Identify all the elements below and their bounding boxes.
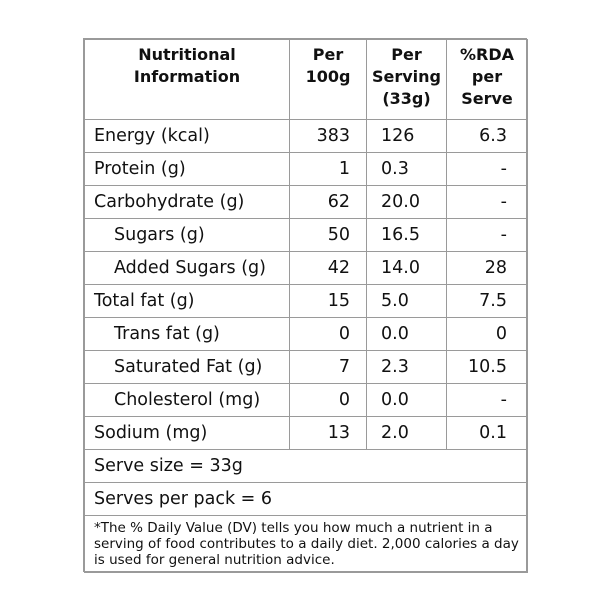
serve-size: Serve size = 33g <box>84 449 528 483</box>
rda-value: - <box>446 185 528 219</box>
table-row: Energy (kcal) 383 126 6.3 <box>84 119 528 153</box>
serve-size-row: Serve size = 33g <box>84 449 528 483</box>
per-100g-value: 42 <box>289 251 367 285</box>
per-100g-value: 62 <box>289 185 367 219</box>
per-serving-value: 2.0 <box>366 416 447 450</box>
rda-value: 0.1 <box>446 416 528 450</box>
rda-value: 28 <box>446 251 528 285</box>
per-100g-value: 13 <box>289 416 367 450</box>
per-100g-value: 0 <box>289 317 367 351</box>
per-serving-value: 0.0 <box>366 317 447 351</box>
rda-value: 10.5 <box>446 350 528 384</box>
nutrient-label: Carbohydrate (g) <box>84 185 290 219</box>
header-line: per <box>471 67 503 86</box>
table-row: Added Sugars (g) 42 14.0 28 <box>84 251 528 285</box>
header-line: Serve <box>461 89 513 108</box>
nutrition-facts-panel: Nutritional Information Per 100g Per Ser… <box>83 38 528 573</box>
per-serving-value: 5.0 <box>366 284 447 318</box>
per-serving-value: 0.0 <box>366 383 447 417</box>
per-100g-value: 383 <box>289 119 367 153</box>
footnote: *The % Daily Value (DV) tells you how mu… <box>84 515 528 573</box>
per-100g-value: 7 <box>289 350 367 384</box>
header-row: Nutritional Information Per 100g Per Ser… <box>84 39 528 120</box>
header-line: Per <box>391 45 422 64</box>
serves-per-pack-row: Serves per pack = 6 <box>84 482 528 516</box>
nutrient-label: Sodium (mg) <box>84 416 290 450</box>
nutrient-label: Energy (kcal) <box>84 119 290 153</box>
nutrient-label: Added Sugars (g) <box>84 251 290 285</box>
header-rda-per-serve: %RDA per Serve <box>446 39 528 120</box>
per-serving-value: 16.5 <box>366 218 447 252</box>
header-line: 100g <box>305 67 351 86</box>
per-serving-value: 20.0 <box>366 185 447 219</box>
table-row: Total fat (g) 15 5.0 7.5 <box>84 284 528 318</box>
table-row: Trans fat (g) 0 0.0 0 <box>84 317 528 351</box>
per-serving-value: 0.3 <box>366 152 447 186</box>
nutrient-label: Protein (g) <box>84 152 290 186</box>
rda-value: 0 <box>446 317 528 351</box>
header-nutritional-information: Nutritional Information <box>84 39 290 120</box>
nutrient-label: Trans fat (g) <box>84 317 290 351</box>
nutrient-label: Total fat (g) <box>84 284 290 318</box>
per-serving-value: 14.0 <box>366 251 447 285</box>
per-100g-value: 1 <box>289 152 367 186</box>
footnote-row: *The % Daily Value (DV) tells you how mu… <box>84 515 528 573</box>
header-line: Per <box>312 45 344 64</box>
header-per-serving: Per Serving (33g) <box>366 39 447 120</box>
rda-value: 7.5 <box>446 284 528 318</box>
per-100g-value: 0 <box>289 383 367 417</box>
header-line: Serving <box>371 67 442 86</box>
nutrient-label: Saturated Fat (g) <box>84 350 290 384</box>
nutrition-table: Nutritional Information Per 100g Per Ser… <box>84 39 528 573</box>
serves-per-pack: Serves per pack = 6 <box>84 482 528 516</box>
rda-value: - <box>446 218 528 252</box>
per-serving-value: 126 <box>366 119 447 153</box>
table-row: Carbohydrate (g) 62 20.0- <box>84 185 528 219</box>
table-row: Sugars (g) 50 16.5- <box>84 218 528 252</box>
per-100g-value: 50 <box>289 218 367 252</box>
table-row: Cholesterol (mg) 0 0.0- <box>84 383 528 417</box>
per-100g-value: 15 <box>289 284 367 318</box>
nutrient-label: Sugars (g) <box>84 218 290 252</box>
header-line: (33g) <box>382 89 431 108</box>
per-serving-value: 2.3 <box>366 350 447 384</box>
header-line: Information <box>133 67 241 86</box>
header-line: Nutritional <box>138 45 236 64</box>
nutrient-rows: Energy (kcal) 383 126 6.3 Protein (g) 1 0.3- Ca… <box>84 119 528 450</box>
header-line: %RDA <box>459 45 514 64</box>
table-row: Protein (g) 1 0.3- <box>84 152 528 186</box>
table-row: Sodium (mg) 13 2.0 0.1 <box>84 416 528 450</box>
nutrient-label: Cholesterol (mg) <box>84 383 290 417</box>
rda-value: 6.3 <box>446 119 528 153</box>
table-row: Saturated Fat (g) 7 2.3 10.5 <box>84 350 528 384</box>
rda-value: - <box>446 152 528 186</box>
rda-value: - <box>446 383 528 417</box>
header-per-100g: Per 100g <box>289 39 367 120</box>
